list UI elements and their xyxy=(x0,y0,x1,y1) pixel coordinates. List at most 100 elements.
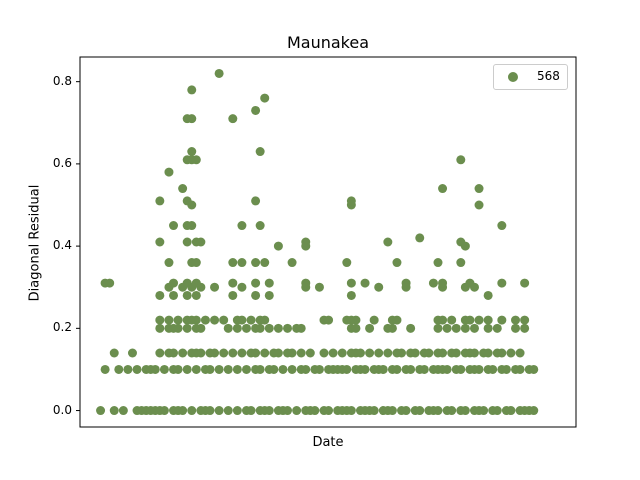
data-point xyxy=(273,241,283,251)
data-point xyxy=(246,406,256,416)
data-point xyxy=(406,323,416,333)
data-point xyxy=(296,323,306,333)
data-point xyxy=(251,196,261,206)
data-point xyxy=(246,315,256,325)
legend-marker xyxy=(508,72,518,82)
data-point xyxy=(155,290,165,300)
data-point xyxy=(483,315,493,325)
data-point xyxy=(210,315,220,325)
data-point xyxy=(301,364,311,374)
data-point xyxy=(529,406,539,416)
data-point xyxy=(310,406,320,416)
data-point xyxy=(223,364,233,374)
data-point xyxy=(355,348,365,358)
data-point xyxy=(237,315,247,325)
data-point xyxy=(438,278,448,288)
data-point xyxy=(328,348,338,358)
data-point xyxy=(479,406,489,416)
data-point xyxy=(433,406,443,416)
data-point xyxy=(173,315,183,325)
data-point xyxy=(196,348,206,358)
data-point xyxy=(415,406,425,416)
data-point xyxy=(474,184,484,194)
data-point xyxy=(255,147,265,157)
data-point xyxy=(205,364,215,374)
data-point xyxy=(214,68,224,78)
data-point xyxy=(191,155,201,165)
data-point xyxy=(529,364,539,374)
data-point xyxy=(456,258,466,268)
data-point xyxy=(497,278,507,288)
data-point xyxy=(232,364,242,374)
data-point xyxy=(273,348,283,358)
data-point xyxy=(164,167,174,177)
data-point xyxy=(114,364,124,374)
data-point xyxy=(383,237,393,247)
data-point xyxy=(433,323,443,333)
data-point xyxy=(210,282,220,292)
data-point xyxy=(515,364,525,374)
data-point xyxy=(241,364,251,374)
data-points xyxy=(96,68,539,416)
data-point xyxy=(155,315,165,325)
data-point xyxy=(214,406,224,416)
data-point xyxy=(264,323,274,333)
data-point xyxy=(196,282,206,292)
data-point xyxy=(260,93,270,103)
data-point xyxy=(433,258,443,268)
legend-label: 568 xyxy=(537,69,560,83)
data-point xyxy=(387,323,397,333)
data-point xyxy=(260,315,270,325)
data-point xyxy=(169,278,179,288)
data-point xyxy=(228,278,238,288)
data-point xyxy=(182,237,192,247)
data-point xyxy=(497,315,507,325)
data-point xyxy=(127,348,137,358)
data-point xyxy=(100,364,110,374)
data-point xyxy=(255,323,265,333)
data-point xyxy=(287,364,297,374)
data-point xyxy=(191,315,201,325)
data-point xyxy=(456,364,466,374)
data-point xyxy=(155,348,165,358)
data-point xyxy=(520,278,530,288)
data-point xyxy=(342,258,352,268)
data-point xyxy=(187,85,197,95)
data-point xyxy=(488,364,498,374)
data-point xyxy=(241,323,251,333)
data-point xyxy=(483,323,493,333)
data-point xyxy=(251,278,261,288)
data-point xyxy=(182,364,192,374)
data-point xyxy=(456,155,466,165)
data-point xyxy=(410,348,420,358)
data-point xyxy=(374,282,384,292)
data-point xyxy=(287,348,297,358)
data-point xyxy=(260,348,270,358)
data-point xyxy=(228,258,238,268)
data-point xyxy=(219,315,229,325)
y-tick-label: 0.8 xyxy=(52,73,72,88)
data-point xyxy=(150,364,160,374)
data-point xyxy=(401,406,411,416)
data-point xyxy=(342,364,352,374)
data-point xyxy=(319,348,329,358)
data-point xyxy=(196,237,206,247)
data-point xyxy=(191,364,201,374)
data-point xyxy=(492,406,502,416)
data-point xyxy=(324,406,334,416)
data-point xyxy=(187,147,197,157)
data-point xyxy=(237,282,247,292)
data-point xyxy=(305,348,315,358)
data-point xyxy=(173,364,183,374)
chart-title: Maunakea xyxy=(286,33,370,52)
data-point xyxy=(251,105,261,115)
data-point xyxy=(251,290,261,300)
data-point xyxy=(237,258,247,268)
data-point xyxy=(497,221,507,231)
y-tick-label: 0.2 xyxy=(52,320,72,335)
data-point xyxy=(155,237,165,247)
data-point xyxy=(118,406,128,416)
data-point xyxy=(301,278,311,288)
data-point xyxy=(460,323,470,333)
